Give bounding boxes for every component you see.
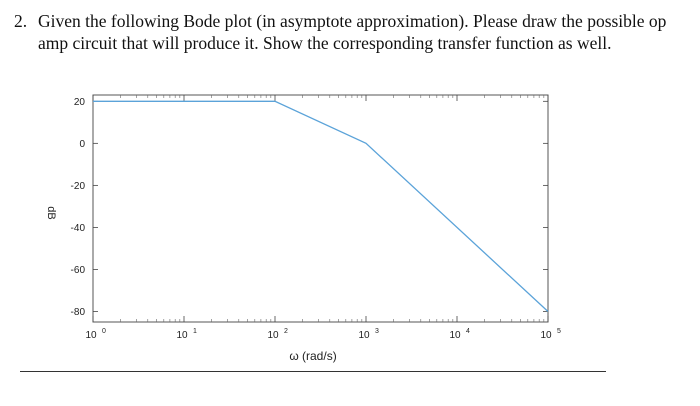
x-tick-labels: 10 0 10 1 10 2 10 3 10 4 10 5: [85, 328, 561, 341]
x-tick-exponent: 2: [284, 328, 288, 335]
x-axis-label: ω (rad/s): [289, 349, 336, 363]
magnitude-asymptote-line: [93, 100, 549, 312]
x-tick-label: 10: [358, 330, 370, 341]
x-tick-exponent: 0: [102, 328, 106, 335]
x-tick-label: 10: [540, 330, 552, 341]
plot-frame: [92, 94, 549, 323]
question-line-1: Given the following Bode plot (in asympt…: [38, 11, 667, 31]
x-tick-exponent: 1: [193, 328, 197, 335]
x-tick-label: 10: [449, 330, 461, 341]
question-line-2: amp circuit that will produce it. Show t…: [38, 33, 612, 53]
x-tick-label: 10: [176, 330, 188, 341]
x-tick-label: 10: [267, 330, 279, 341]
y-tick-label: 20: [74, 97, 86, 108]
y-tick-labels: 20 0 -20 -40 -60 -80: [71, 97, 86, 318]
y-tick-label: -20: [71, 181, 86, 192]
question-number: 2.: [14, 11, 28, 31]
x-tick-exponent: 5: [557, 328, 561, 335]
y-tick-label: 0: [79, 139, 85, 150]
y-tick-label: -40: [71, 223, 86, 234]
x-tick-label: 10: [85, 330, 97, 341]
y-axis-label: dB: [45, 206, 57, 219]
x-tick-exponent: 4: [466, 328, 470, 335]
bottom-divider: [20, 371, 606, 372]
x-tick-exponent: 3: [375, 328, 379, 335]
y-tick-label: -80: [71, 307, 86, 318]
minor-ticks: [120, 95, 545, 322]
y-tick-label: -60: [71, 265, 86, 276]
major-ticks: [92, 95, 549, 322]
question-body: Given the following Bode plot (in asympt…: [38, 10, 688, 54]
